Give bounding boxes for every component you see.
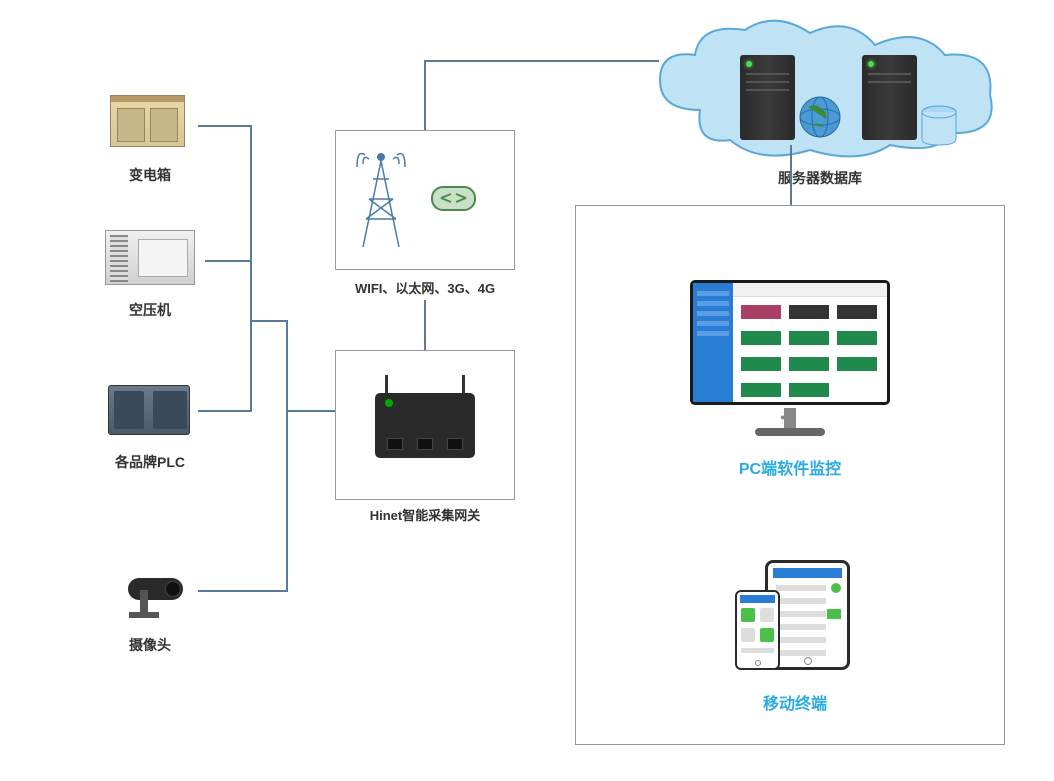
globe-icon — [798, 95, 843, 140]
db-icon — [920, 105, 958, 147]
edge — [198, 590, 288, 592]
compressor-icon — [105, 230, 200, 290]
camera-icon — [110, 560, 190, 620]
edge — [250, 320, 288, 322]
server-icon-1 — [740, 55, 795, 140]
camera-label: 摄像头 — [110, 635, 190, 655]
substation-icon — [110, 95, 190, 155]
router-icon — [431, 186, 476, 211]
edge — [198, 125, 250, 127]
wireless-label: WIFI、以太网、3G、4G — [335, 278, 515, 297]
plc-label: 各品牌PLC — [100, 452, 200, 472]
monitor-stand — [755, 428, 825, 436]
diagram-canvas: 变电箱 空压机 各品牌PLC 摄像头 — [0, 0, 1054, 781]
monitor-neck — [784, 408, 796, 430]
mobile-client-label: 移动终端 — [745, 690, 845, 714]
tower-icon — [351, 149, 411, 249]
edge-server-client — [790, 145, 792, 205]
edge — [198, 410, 250, 412]
edge-gw-wireless — [424, 300, 426, 350]
edge-to-gateway — [286, 410, 336, 412]
wireless-box — [335, 130, 515, 270]
edge-bus — [250, 125, 252, 412]
gateway-box — [335, 350, 515, 500]
edge — [424, 60, 426, 130]
edge — [424, 60, 659, 62]
gateway-label: Hinet智能采集网关 — [335, 505, 515, 524]
plc-icon — [108, 385, 193, 445]
monitor-icon — [690, 280, 890, 405]
substation-label: 变电箱 — [110, 165, 190, 185]
edge-bus — [286, 320, 288, 592]
gateway-icon — [375, 393, 475, 458]
edge — [205, 260, 250, 262]
compressor-label: 空压机 — [110, 300, 190, 320]
pc-client-label: PC端软件监控 — [720, 455, 860, 479]
server-icon-2 — [862, 55, 917, 140]
phone-icon — [735, 590, 780, 670]
server-label: 服务器数据库 — [760, 168, 880, 188]
